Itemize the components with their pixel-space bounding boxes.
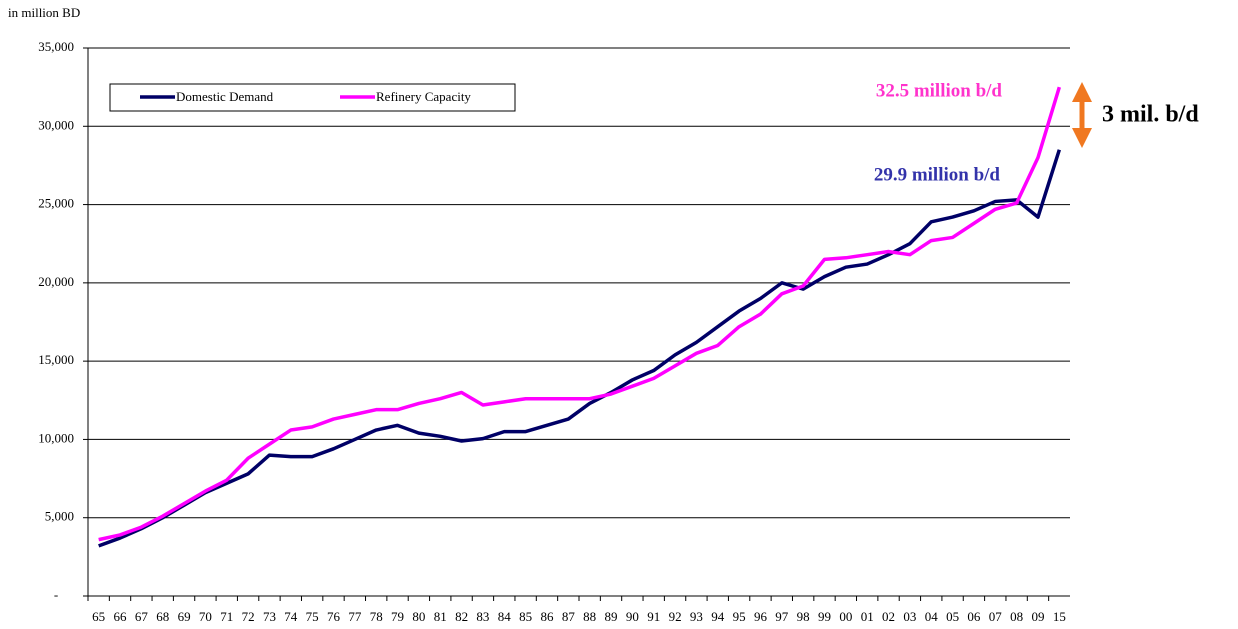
annotation: 3 mil. b/d xyxy=(1102,102,1199,128)
x-tick-label: 94 xyxy=(711,609,725,624)
x-tick-label: 02 xyxy=(882,609,895,624)
x-tick-label: 86 xyxy=(540,609,554,624)
y-tick-label: 10,000 xyxy=(38,430,74,445)
x-tick-label: 07 xyxy=(989,609,1003,624)
x-tick-label: 69 xyxy=(178,609,191,624)
x-tick-label: 01 xyxy=(861,609,874,624)
x-tick-label: 09 xyxy=(1031,609,1044,624)
x-tick-label: 04 xyxy=(925,609,939,624)
x-tick-label: 99 xyxy=(818,609,831,624)
x-tick-label: 96 xyxy=(754,609,768,624)
y-tick-label: 20,000 xyxy=(38,274,74,289)
x-tick-label: 82 xyxy=(455,609,468,624)
x-tick-label: 65 xyxy=(92,609,105,624)
y-tick-label: 15,000 xyxy=(38,352,74,367)
x-tick-label: 79 xyxy=(391,609,404,624)
x-tick-label: 98 xyxy=(797,609,810,624)
x-tick-label: 75 xyxy=(306,609,319,624)
x-tick-label: 84 xyxy=(498,609,512,624)
legend-box xyxy=(109,83,516,112)
annotation: 29.9 million b/d xyxy=(874,164,1001,185)
x-tick-label: 93 xyxy=(690,609,703,624)
x-tick-label: 85 xyxy=(519,609,532,624)
x-tick-label: 83 xyxy=(476,609,489,624)
x-tick-label: 95 xyxy=(733,609,746,624)
x-tick-label: 15 xyxy=(1053,609,1066,624)
x-tick-label: 92 xyxy=(669,609,682,624)
x-tick-label: 00 xyxy=(839,609,852,624)
x-tick-label: 74 xyxy=(284,609,298,624)
x-tick-label: 76 xyxy=(327,609,341,624)
x-tick-label: 71 xyxy=(220,609,233,624)
x-tick-label: 89 xyxy=(605,609,618,624)
y-tick-label: 30,000 xyxy=(38,117,74,132)
x-tick-label: 78 xyxy=(370,609,383,624)
x-tick-label: 80 xyxy=(412,609,425,624)
y-tick-label: 35,000 xyxy=(38,39,74,54)
unit-label: in million BD xyxy=(8,5,80,20)
x-tick-label: 72 xyxy=(242,609,255,624)
annotation: 32.5 million b/d xyxy=(876,80,1003,101)
x-tick-label: 87 xyxy=(562,609,576,624)
x-tick-label: 90 xyxy=(626,609,639,624)
y-tick-label: 25,000 xyxy=(38,196,74,211)
x-tick-label: 88 xyxy=(583,609,596,624)
legend-label: Refinery Capacity xyxy=(376,89,471,104)
x-tick-label: 06 xyxy=(967,609,981,624)
line-series xyxy=(98,149,1061,548)
x-tick-label: 70 xyxy=(199,609,212,624)
x-tick-label: 05 xyxy=(946,609,959,624)
x-tick-label: 97 xyxy=(775,609,789,624)
legend-label: Domestic Demand xyxy=(176,89,274,104)
y-tick-label: 5,000 xyxy=(45,509,74,524)
x-tick-label: 68 xyxy=(156,609,169,624)
y-tick-label: - xyxy=(54,587,58,602)
line-series xyxy=(98,86,1062,542)
x-tick-label: 73 xyxy=(263,609,276,624)
x-tick-label: 67 xyxy=(135,609,149,624)
x-tick-label: 03 xyxy=(903,609,916,624)
x-tick-label: 77 xyxy=(348,609,362,624)
x-tick-label: 66 xyxy=(114,609,128,624)
x-tick-label: 91 xyxy=(647,609,660,624)
x-tick-label: 08 xyxy=(1010,609,1023,624)
x-tick-label: 81 xyxy=(434,609,447,624)
